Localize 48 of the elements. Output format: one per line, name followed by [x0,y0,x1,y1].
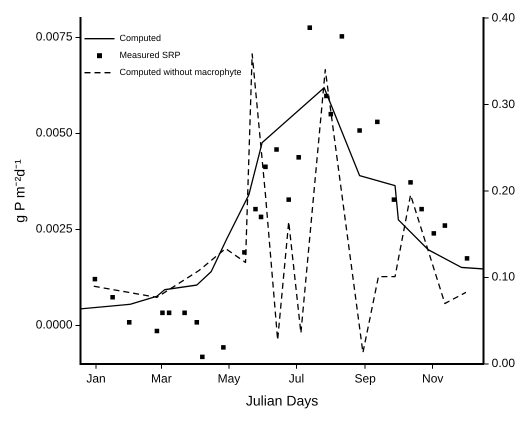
point [328,112,334,116]
y2-tick-label: 0.20 [492,183,516,198]
point [419,206,424,212]
x-tick-label: Jul [288,371,304,386]
y2-tick-label: 0.40 [492,10,516,25]
point [263,164,268,170]
y2-tick-label: 0.10 [492,270,516,284]
y-tick-label: 0.0050 [36,126,73,140]
point [200,354,205,360]
point [296,155,301,160]
point [274,147,279,152]
point [357,128,362,133]
point [408,180,413,185]
x-tick-label: May [218,371,240,386]
point [258,214,264,220]
point [126,320,132,325]
point [221,345,226,350]
point [464,256,470,261]
point [166,310,172,316]
y-tick-label: 0.0000 [36,318,73,332]
x-tick-label: Mar [151,371,172,386]
x-tick-label: Sep [354,371,376,386]
legend-label: Computed [120,33,162,44]
point [442,223,448,228]
point [432,231,436,236]
point [286,197,291,202]
y2-tick-label: 0.00 [492,356,516,370]
y-tick-label: 0.0075 [36,30,73,44]
point [154,328,160,334]
point [392,197,396,202]
x-tick-label: Jan [86,371,106,386]
y-axis-title: g P m⁻²d⁻¹ [11,158,28,223]
x-tick-label: Nov [422,371,444,386]
point [110,295,115,300]
y2-tick-label: 0.30 [492,96,516,111]
point [253,206,258,212]
legend-label: Measured SRP [120,50,181,60]
point [242,250,247,255]
y-tick-label: 0.0025 [36,222,73,236]
point [160,310,165,316]
point [375,120,380,124]
point [182,310,187,316]
point [92,276,98,282]
legend-label: Computed without macrophyte [120,67,242,78]
x-axis-title: Julian Days [246,392,318,408]
point [340,34,344,39]
point [194,320,200,325]
point [307,25,312,30]
